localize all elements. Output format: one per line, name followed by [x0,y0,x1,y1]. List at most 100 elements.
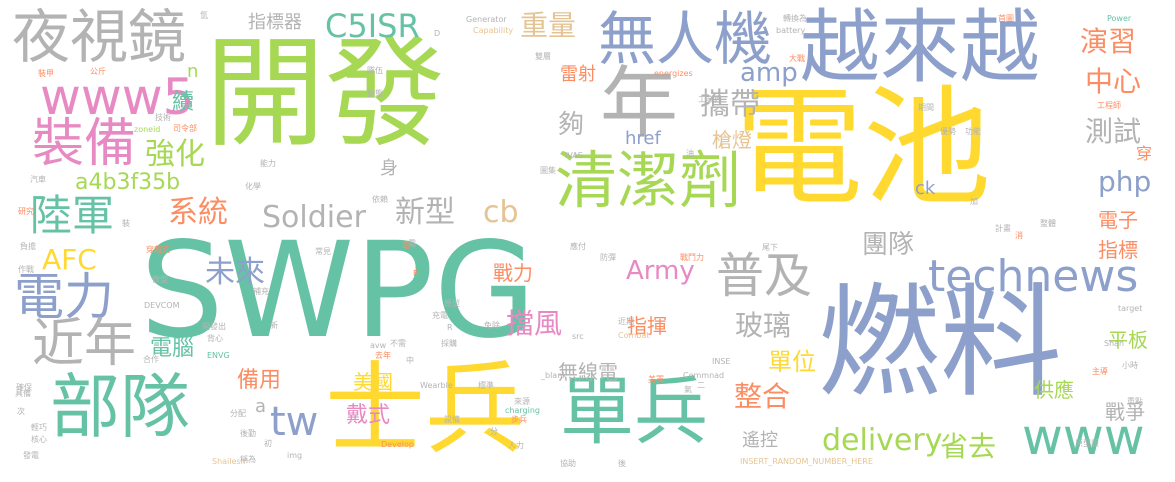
word: 備用 [237,368,282,393]
word: 常見 [315,247,331,256]
word: 電力 [14,268,114,326]
word: 二 [697,381,705,390]
word: 人力 [508,441,524,450]
word: 重點 [1127,397,1143,406]
word: 能力 [260,159,276,168]
word: 隊伍 [367,66,383,75]
word: 化學 [245,182,261,191]
word: 協助 [560,459,576,468]
word: 近年 [32,314,137,374]
word: ENVG [207,351,230,360]
word: ck [915,178,936,199]
word: 遙控 [742,430,778,451]
word: cb [483,195,519,230]
word: 動態 [367,89,383,98]
word: 戴式 [346,403,391,428]
word: 消 [1015,231,1023,240]
word: 雷射 [560,64,596,85]
word: 越來越 [800,1,1040,94]
word: 電池 [735,74,992,223]
word: 技術 [155,113,171,122]
word: IVAS [565,151,583,160]
word: www5 [40,68,195,126]
word: amp [740,58,798,88]
word: 平板 [1108,328,1148,352]
word: Combat [618,331,650,340]
word: 充電 [432,311,448,320]
word: 戰鬥力 [680,253,704,262]
word: a [255,396,267,417]
word: 原型版 [1075,439,1099,448]
word: 步兵 [511,415,527,424]
word: 功能 [965,127,981,136]
word: 身 [380,158,398,179]
word: 應付 [570,242,586,251]
word: 整合 [734,380,791,413]
word: 氫 [200,11,208,20]
word: 戰爭 [1105,400,1145,424]
word: 強化 [145,137,205,172]
word: 微型 [152,275,168,284]
word: 燃料 [818,272,1062,414]
word: 作戰 [18,265,34,274]
word: 戰力 [493,261,533,285]
word: 部隊 [50,366,190,448]
word: 確保 [16,383,32,392]
word: 美軍 [648,375,664,384]
word: 稱為 [240,455,256,464]
word: src [572,332,584,341]
word: delivery [822,423,943,458]
word: 新 [270,321,278,330]
word: 裝甲 [38,69,54,78]
word: 工程師 [1097,101,1121,110]
word: 初 [264,439,272,448]
word: 普及 [716,248,813,304]
word: 穿 [1136,144,1153,163]
word: Wearble [420,381,453,390]
word: 發電 [23,451,39,460]
word: 指標 [1098,238,1138,262]
word: 轉換為 [783,14,807,23]
word: Capability [473,26,514,35]
word: Power [1107,14,1132,23]
word: 指標器 [248,12,302,33]
word: 尾下 [762,243,778,252]
word: 分配 [230,409,246,418]
word: 油 [686,149,694,158]
word: 優勢 [940,127,956,136]
word: 期間 [918,103,934,112]
word: C5ISR [325,7,420,45]
word: n [187,61,199,82]
word: 加 [970,197,978,206]
word: 穿戴式 [146,245,170,254]
word: energizes [654,69,693,78]
word: img [287,451,303,460]
word: php [1098,165,1152,198]
word: tw [270,399,319,445]
word: 團隊 [862,230,915,260]
word: 負擔 [20,242,36,251]
word: 中心 [1085,65,1142,98]
word: 研究 [18,207,34,216]
word: 陸軍 [30,191,115,240]
word: Shah [1104,339,1125,348]
word: 裝備 [32,114,137,174]
word: 合作 [143,355,159,364]
word: 省去 [940,430,997,463]
word: 氣 [684,385,692,394]
word: DEVCOM [144,301,180,310]
word: AFC [42,243,97,276]
word: 電腦 [150,336,195,361]
word: 槍燈 [712,128,752,152]
word: 雙層 [535,52,551,61]
word: 首圖 [998,14,1014,23]
word: 中 [406,356,414,365]
word: 汽車 [30,175,46,184]
word: 玻璃 [735,309,792,342]
word: 圖集 [540,166,556,175]
word: 測試 [1085,115,1142,148]
word: 士兵 [325,351,525,468]
word: 裝 [122,219,130,228]
word: 工業界 [698,95,722,104]
